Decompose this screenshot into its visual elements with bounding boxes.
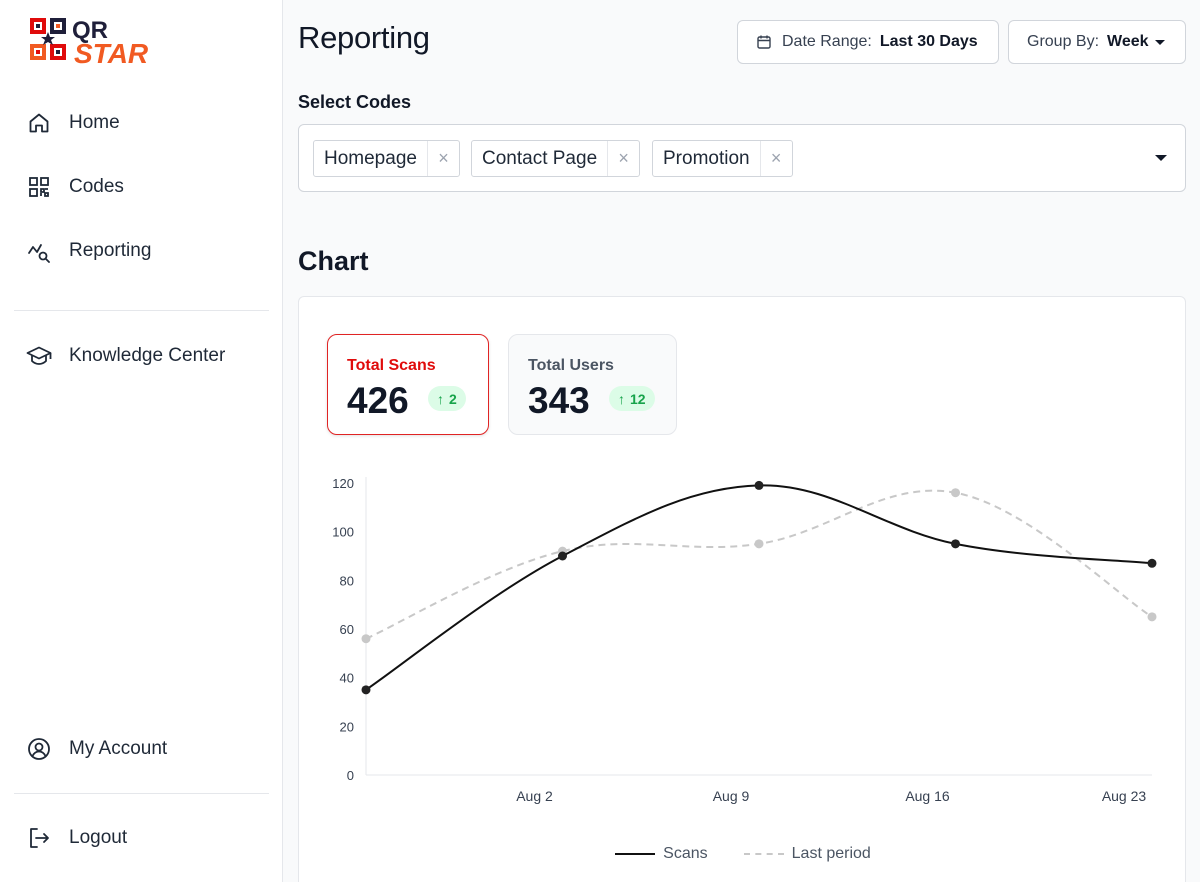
group-by-value: Week — [1107, 33, 1149, 50]
sidebar-item-label: Codes — [69, 176, 124, 197]
x-tick-label: Aug 2 — [516, 788, 553, 804]
code-chip-contact-page: Contact Page × — [471, 140, 641, 177]
data-point-scans — [361, 685, 371, 695]
select-codes-label: Select Codes — [298, 92, 412, 112]
x-tick-label: Aug 16 — [905, 788, 950, 804]
legend-swatch-solid — [615, 853, 656, 855]
legend-label: Last period — [791, 845, 871, 862]
chart-card: Total Scans 426 ↑ 2 Total Users 343 ↑ 12… — [298, 296, 1186, 882]
y-tick-label: 80 — [340, 573, 354, 588]
chip-label: Homepage — [324, 147, 417, 169]
stat-label: Total Scans — [347, 357, 436, 374]
y-tick-label: 20 — [340, 719, 354, 734]
series-line-scans — [365, 484, 1153, 691]
legend-label: Scans — [663, 845, 708, 862]
chart-section-title: Chart — [298, 246, 369, 276]
remove-chip-icon[interactable]: × — [607, 141, 639, 176]
date-range-label: Date Range: — [782, 33, 872, 50]
code-chip-promotion: Promotion × — [652, 140, 793, 177]
sidebar-divider — [14, 793, 269, 794]
sidebar-item-reporting[interactable]: Reporting — [26, 231, 151, 271]
series-line-last-period — [365, 489, 1153, 640]
graduation-cap-icon — [26, 343, 52, 369]
x-tick-label: Aug 23 — [1102, 788, 1147, 804]
arrow-up-icon: ↑ — [437, 390, 444, 407]
delta-value: 12 — [630, 390, 646, 407]
logout-icon — [26, 825, 52, 851]
sidebar-item-my-account[interactable]: My Account — [26, 729, 167, 769]
sidebar-item-logout[interactable]: Logout — [26, 818, 127, 858]
data-point-scans — [558, 551, 567, 561]
group-by-button[interactable]: Group By: Week — [1008, 20, 1186, 64]
arrow-up-icon: ↑ — [618, 390, 625, 407]
data-point-last-period — [951, 488, 960, 498]
stat-card-total-scans[interactable]: Total Scans 426 ↑ 2 — [327, 334, 489, 435]
chart-search-icon — [26, 238, 52, 264]
svg-text:STAR: STAR — [74, 38, 149, 68]
main-content: Reporting Date Range: Last 30 Days Group… — [283, 0, 1200, 882]
delta-badge: ↑ 12 — [609, 386, 655, 411]
line-chart: 0 20 40 60 80 100 120 Aug 2 Aug 9 Aug 16 Aug 23 — [332, 476, 1157, 804]
caret-down-icon — [1154, 39, 1165, 45]
data-point-scans — [754, 480, 764, 490]
date-range-button[interactable]: Date Range: Last 30 Days — [737, 20, 999, 64]
calendar-icon — [756, 34, 772, 50]
data-point-last-period — [361, 634, 371, 644]
svg-text:QR: QR — [72, 17, 108, 44]
code-chip-homepage: Homepage × — [313, 140, 460, 177]
date-range-value: Last 30 Days — [879, 33, 978, 50]
chart-legend: Scans Last period — [299, 845, 1187, 863]
sidebar-item-label: Home — [69, 112, 120, 133]
legend-item-last-period[interactable]: Last period — [743, 845, 871, 863]
stat-label: Total Users — [528, 357, 614, 374]
remove-chip-icon[interactable]: × — [426, 141, 459, 176]
remove-chip-icon[interactable]: × — [759, 141, 792, 176]
sidebar-item-home[interactable]: Home — [26, 103, 120, 143]
y-tick-label: 100 — [332, 525, 354, 540]
data-point-scans — [1147, 558, 1157, 568]
data-point-scans — [951, 539, 960, 549]
sidebar-item-label: My Account — [69, 738, 168, 759]
y-tick-label: 120 — [332, 476, 354, 491]
y-tick-label: 0 — [347, 768, 354, 783]
select-codes-multiselect[interactable]: Homepage × Contact Page × Promotion × — [298, 124, 1186, 192]
sidebar-divider — [14, 310, 269, 311]
sidebar-item-codes[interactable]: Codes — [26, 167, 124, 207]
group-by-label: Group By: — [1027, 33, 1100, 50]
stat-value: 426 — [347, 380, 409, 421]
sidebar-item-knowledge-center[interactable]: Knowledge Center — [26, 336, 225, 376]
data-point-last-period — [754, 539, 764, 549]
sidebar-item-label: Knowledge Center — [69, 345, 226, 366]
stat-value: 343 — [528, 380, 590, 421]
home-icon — [26, 110, 52, 136]
y-tick-label: 40 — [340, 671, 354, 686]
stat-card-total-users[interactable]: Total Users 343 ↑ 12 — [508, 334, 677, 435]
x-tick-label: Aug 9 — [713, 788, 750, 804]
chip-label: Contact Page — [482, 147, 598, 169]
chip-label: Promotion — [663, 147, 750, 169]
data-point-last-period — [1147, 612, 1157, 622]
user-circle-icon — [26, 736, 52, 762]
dropdown-caret-icon[interactable] — [1155, 155, 1167, 161]
delta-badge: ↑ 2 — [428, 386, 466, 411]
legend-swatch-dashed — [743, 853, 784, 855]
delta-value: 2 — [449, 390, 457, 407]
y-tick-label: 60 — [340, 622, 354, 637]
sidebar-item-label: Logout — [69, 827, 128, 848]
page-title: Reporting — [298, 20, 430, 55]
qr-star-logo[interactable]: QR STAR — [30, 16, 190, 68]
legend-item-scans[interactable]: Scans — [615, 845, 708, 863]
sidebar-item-label: Reporting — [69, 240, 152, 261]
sidebar: QR STAR Home Codes Reporting Knowledge C… — [0, 0, 283, 882]
qr-code-icon — [26, 174, 52, 200]
